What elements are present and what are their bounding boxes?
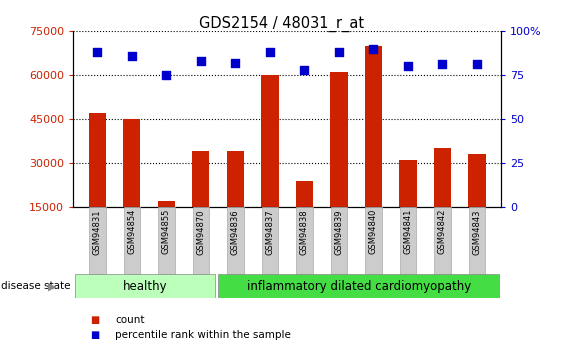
Text: GSM94843: GSM94843 bbox=[472, 209, 481, 255]
Point bbox=[404, 63, 413, 69]
Point bbox=[93, 49, 102, 55]
Point bbox=[265, 49, 274, 55]
Point bbox=[162, 72, 171, 78]
Bar bbox=[158, 201, 175, 251]
FancyBboxPatch shape bbox=[218, 274, 499, 298]
Text: GSM94831: GSM94831 bbox=[93, 209, 102, 255]
Text: GSM94839: GSM94839 bbox=[334, 209, 343, 255]
FancyBboxPatch shape bbox=[89, 207, 105, 274]
Text: GDS2154 / 48031_r_at: GDS2154 / 48031_r_at bbox=[199, 16, 364, 32]
Text: ■: ■ bbox=[90, 331, 99, 340]
Point bbox=[472, 62, 481, 67]
Text: GSM94854: GSM94854 bbox=[127, 209, 136, 254]
Text: count: count bbox=[115, 315, 145, 325]
Point bbox=[438, 62, 447, 67]
Text: healthy: healthy bbox=[123, 280, 167, 293]
Bar bbox=[399, 160, 417, 251]
FancyBboxPatch shape bbox=[262, 207, 278, 274]
Point bbox=[369, 46, 378, 51]
Point bbox=[334, 49, 343, 55]
Bar bbox=[261, 75, 279, 251]
Point bbox=[231, 60, 240, 66]
FancyBboxPatch shape bbox=[75, 274, 215, 298]
Text: GSM94837: GSM94837 bbox=[265, 209, 274, 255]
Text: GSM94836: GSM94836 bbox=[231, 209, 240, 255]
FancyBboxPatch shape bbox=[124, 207, 140, 274]
Text: percentile rank within the sample: percentile rank within the sample bbox=[115, 331, 291, 340]
Point bbox=[127, 53, 136, 58]
FancyBboxPatch shape bbox=[330, 207, 347, 274]
Text: GSM94838: GSM94838 bbox=[300, 209, 309, 255]
FancyBboxPatch shape bbox=[400, 207, 416, 274]
Bar bbox=[227, 151, 244, 251]
Text: GSM94841: GSM94841 bbox=[404, 209, 413, 254]
Text: ▶: ▶ bbox=[48, 282, 57, 291]
FancyBboxPatch shape bbox=[365, 207, 382, 274]
Point bbox=[300, 67, 309, 72]
Text: GSM94870: GSM94870 bbox=[196, 209, 205, 255]
Text: GSM94840: GSM94840 bbox=[369, 209, 378, 254]
FancyBboxPatch shape bbox=[469, 207, 485, 274]
Text: GSM94842: GSM94842 bbox=[438, 209, 447, 254]
Bar bbox=[123, 119, 141, 251]
FancyBboxPatch shape bbox=[227, 207, 244, 274]
Text: GSM94855: GSM94855 bbox=[162, 209, 171, 254]
Bar bbox=[434, 148, 451, 251]
Point bbox=[196, 58, 205, 64]
Bar bbox=[468, 154, 485, 251]
Bar bbox=[330, 72, 347, 251]
FancyBboxPatch shape bbox=[158, 207, 175, 274]
Bar bbox=[192, 151, 209, 251]
Text: inflammatory dilated cardiomyopathy: inflammatory dilated cardiomyopathy bbox=[247, 280, 471, 293]
FancyBboxPatch shape bbox=[193, 207, 209, 274]
Bar bbox=[296, 181, 313, 251]
Bar bbox=[365, 46, 382, 251]
FancyBboxPatch shape bbox=[296, 207, 312, 274]
Text: ■: ■ bbox=[90, 315, 99, 325]
Text: disease state: disease state bbox=[1, 282, 70, 291]
FancyBboxPatch shape bbox=[434, 207, 450, 274]
Bar bbox=[89, 113, 106, 251]
